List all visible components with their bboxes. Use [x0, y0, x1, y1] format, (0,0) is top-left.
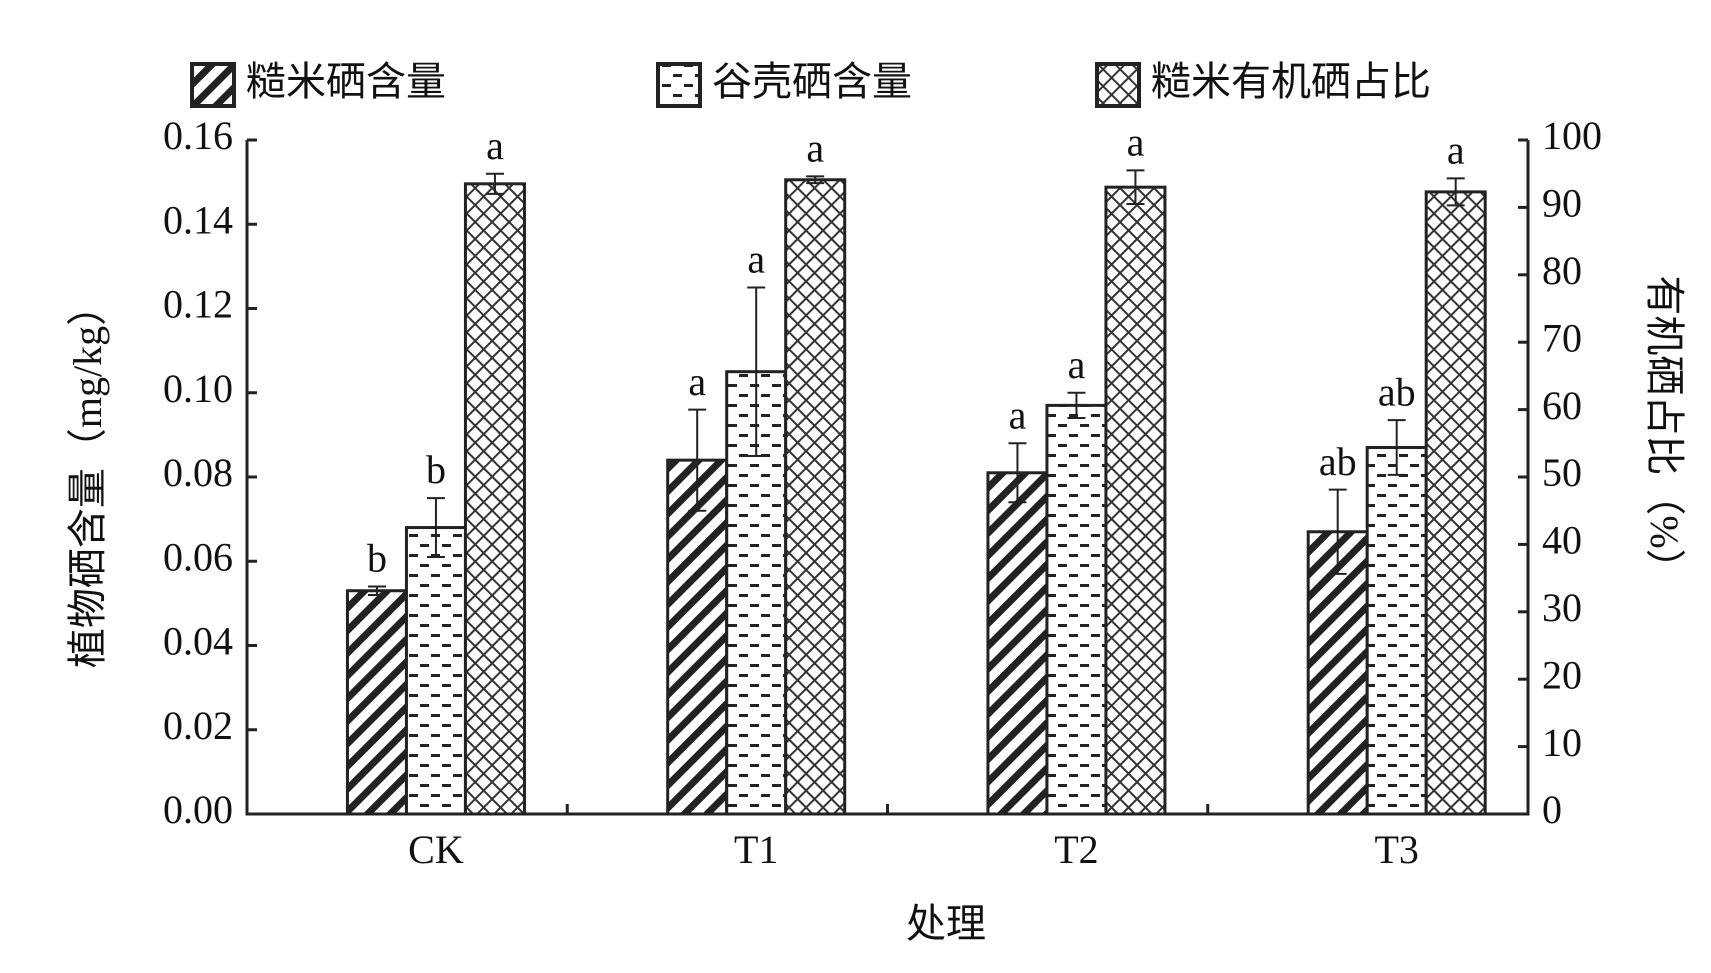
- y-tick-label: 0.00: [163, 787, 233, 832]
- error-bar: [688, 408, 707, 512]
- significance-label: a: [806, 126, 824, 171]
- y2-axis-title: 有机硒占比（%）: [1642, 275, 1687, 588]
- error-bar: [485, 172, 504, 195]
- y2-tick-label: 10: [1542, 720, 1582, 765]
- error-bar: [367, 585, 386, 596]
- significance-label: a: [1447, 128, 1465, 173]
- bar: [1104, 185, 1167, 816]
- significance-label: b: [426, 447, 446, 492]
- error-bar: [1446, 177, 1465, 207]
- error-bar: [1126, 169, 1145, 206]
- y-tick-label: 0.14: [163, 197, 233, 242]
- significance-label: a: [486, 123, 504, 168]
- significance-label: ab: [1319, 439, 1357, 484]
- y2-tick-label: 0: [1542, 787, 1562, 832]
- legend-label: 糙米有机硒占比: [1151, 59, 1431, 104]
- legend-label: 谷壳硒含量: [712, 59, 912, 104]
- y-tick-label: 0.16: [163, 113, 233, 158]
- x-tick-label: CK: [408, 827, 464, 872]
- x-tick-label: T1: [734, 827, 778, 872]
- error-bar: [1387, 419, 1406, 476]
- error-bar: [1008, 442, 1027, 504]
- significance-label: b: [367, 536, 387, 581]
- bar: [404, 526, 467, 816]
- x-tick-label: T3: [1374, 827, 1418, 872]
- y2-tick-label: 60: [1542, 383, 1582, 428]
- significance-label: ab: [1378, 369, 1416, 414]
- y2-tick-label: 30: [1542, 585, 1582, 630]
- y-tick-label: 0.06: [163, 534, 233, 579]
- legend-swatch: [1095, 62, 1141, 108]
- bar: [666, 458, 729, 816]
- legend-label: 糙米硒含量: [246, 59, 446, 104]
- bar: [1045, 403, 1108, 816]
- error-bar: [806, 175, 825, 185]
- y-tick-label: 0.04: [163, 619, 233, 664]
- y2-tick-label: 70: [1542, 315, 1582, 360]
- y-tick-label: 0.12: [163, 282, 233, 327]
- y2-tick-label: 100: [1542, 113, 1602, 158]
- y2-tick-label: 80: [1542, 248, 1582, 293]
- error-bar: [426, 497, 445, 559]
- significance-label: a: [688, 359, 706, 404]
- y-tick-label: 0.10: [163, 366, 233, 411]
- significance-label: a: [747, 237, 765, 282]
- bar: [345, 589, 408, 816]
- bar: [986, 471, 1049, 816]
- error-bar: [1328, 488, 1347, 575]
- bar: [1424, 190, 1487, 816]
- y-tick-label: 0.02: [163, 703, 233, 748]
- y2-tick-label: 50: [1542, 450, 1582, 495]
- significance-label: a: [1009, 392, 1027, 437]
- bar: [1365, 446, 1428, 816]
- significance-label: a: [1127, 120, 1145, 165]
- y2-tick-label: 40: [1542, 518, 1582, 563]
- error-bar: [1067, 391, 1086, 420]
- legend-swatch: [656, 62, 702, 108]
- x-axis-title: 处理: [906, 901, 986, 946]
- bar: [784, 178, 847, 816]
- y2-tick-label: 90: [1542, 181, 1582, 226]
- y-tick-label: 0.08: [163, 450, 233, 495]
- bar: [1306, 530, 1369, 816]
- x-tick-label: T2: [1054, 827, 1098, 872]
- y2-tick-label: 20: [1542, 652, 1582, 697]
- bar: [463, 182, 526, 816]
- error-bar: [747, 286, 766, 457]
- y-axis-title: 植物硒含量（mg/kg）: [65, 286, 110, 668]
- legend-swatch: [190, 62, 236, 108]
- significance-label: a: [1068, 342, 1086, 387]
